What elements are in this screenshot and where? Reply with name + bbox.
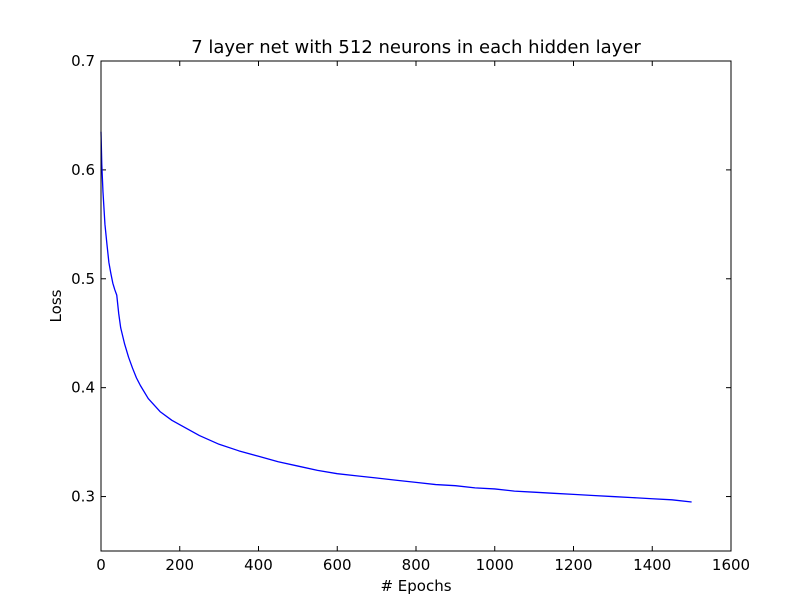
y-tick-label: 0.3	[71, 488, 95, 506]
plot-frame	[100, 60, 732, 552]
x-tick-label: 600	[323, 556, 352, 574]
y-axis-label: Loss	[47, 289, 65, 322]
series-line-0	[100, 131, 692, 503]
x-tick-label: 0	[96, 556, 106, 574]
chart-title: 7 layer net with 512 neurons in each hid…	[191, 37, 641, 58]
x-tick-label: 200	[165, 556, 194, 574]
x-tick-label: 1000	[476, 556, 514, 574]
x-tick-label: 1200	[554, 556, 592, 574]
x-tick-label: 1400	[633, 556, 671, 574]
x-tick-label: 1600	[712, 556, 750, 574]
y-tick-label: 0.5	[71, 270, 95, 288]
y-tick-label: 0.6	[71, 161, 95, 179]
x-axis-label: # Epochs	[380, 577, 451, 595]
x-tick-label: 400	[244, 556, 273, 574]
y-tick-label: 0.7	[71, 52, 95, 70]
y-tick-label: 0.4	[71, 379, 95, 397]
ticks-layer: 0 200 400 600 800 1000 1200 1400 1600 0.3 0.4 0.5 0.…	[71, 52, 750, 574]
x-tick-label: 800	[402, 556, 431, 574]
plot-layer	[100, 131, 692, 503]
